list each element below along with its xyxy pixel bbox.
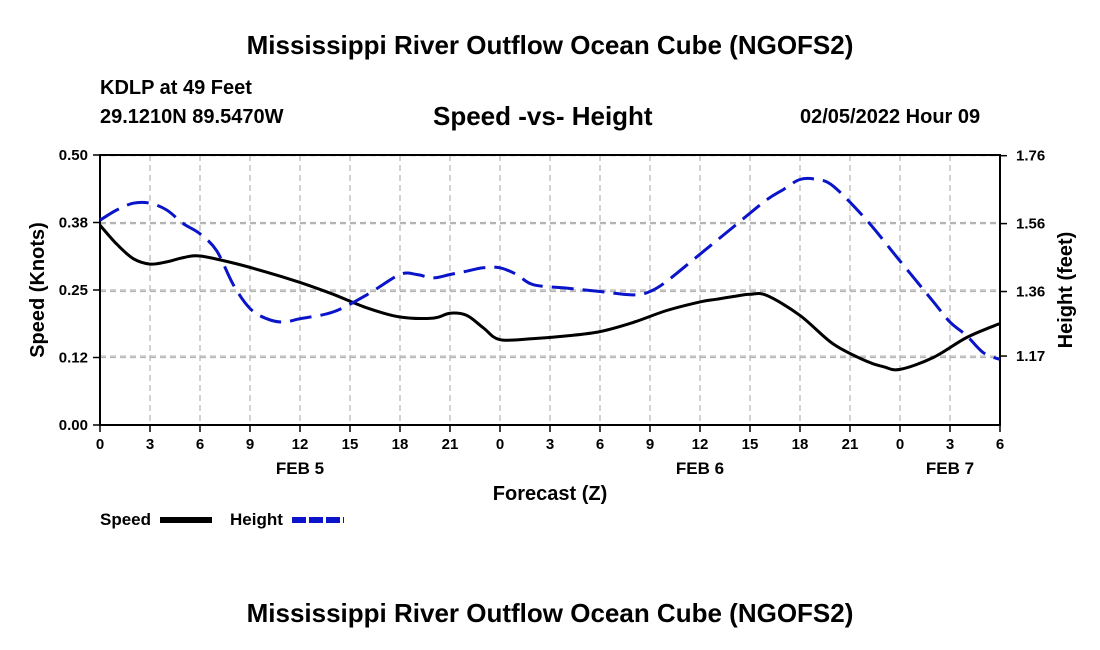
y-left-tick-label: 0.12 <box>59 350 88 367</box>
y-left-tick-label: 0.00 <box>59 417 88 434</box>
legend-label-speed: Speed <box>100 510 151 529</box>
x-axis-title: Forecast (Z) <box>493 483 607 505</box>
axis-ticks: 0 3 6 9 12 15 18 21 0 3 6 9 12 15 18 21 0 3 6 FEB 5 FEB 6 FEB… <box>59 147 1045 478</box>
x-tick-label: 15 <box>342 436 359 453</box>
y-left-tick-label: 0.50 <box>59 147 88 164</box>
x-tick-label: 21 <box>842 436 859 453</box>
date-label: FEB 5 <box>276 459 324 478</box>
forecast-datetime: 02/05/2022 Hour 09 <box>800 106 981 128</box>
station-label: KDLP at 49 Feet <box>100 77 252 99</box>
x-tick-label: 9 <box>246 436 254 453</box>
x-tick-label: 18 <box>792 436 809 453</box>
y-axis-right-title: Height (feet) <box>1055 232 1077 349</box>
station-coords: 29.1210N 89.5470W <box>100 106 284 128</box>
y-axis-left-title: Speed (Knots) <box>27 222 49 358</box>
y-right-tick-label: 1.56 <box>1016 216 1045 233</box>
y-right-tick-label: 1.76 <box>1016 148 1045 165</box>
x-tick-label: 9 <box>646 436 654 453</box>
footer-title: Mississippi River Outflow Ocean Cube (NG… <box>246 598 854 628</box>
x-tick-label: 3 <box>546 436 554 453</box>
date-label: FEB 7 <box>926 459 974 478</box>
chart-subtitle: Speed -vs- Height <box>433 101 653 131</box>
axis-labels: Forecast (Z) Speed (Knots) Height (feet) <box>27 222 1077 505</box>
y-left-tick-label: 0.25 <box>59 282 88 299</box>
x-tick-label: 12 <box>292 436 309 453</box>
x-tick-label: 6 <box>596 436 604 453</box>
x-tick-label: 12 <box>692 436 709 453</box>
legend: Speed Height <box>100 510 344 529</box>
x-tick-label: 6 <box>996 436 1004 453</box>
x-tick-label: 3 <box>146 436 154 453</box>
x-tick-label: 6 <box>196 436 204 453</box>
date-label: FEB 6 <box>676 459 724 478</box>
x-tick-label: 3 <box>946 436 954 453</box>
y-right-tick-label: 1.17 <box>1016 348 1045 365</box>
x-tick-label: 21 <box>442 436 459 453</box>
x-tick-label: 15 <box>742 436 759 453</box>
legend-label-height: Height <box>230 510 283 529</box>
y-right-tick-label: 1.36 <box>1016 284 1045 301</box>
x-tick-label: 0 <box>96 436 104 453</box>
series-lines <box>98 176 1001 372</box>
speed-series-line <box>98 224 1001 372</box>
height-series-line <box>99 176 1001 361</box>
y-left-tick-label: 0.38 <box>59 215 88 232</box>
page-title: Mississippi River Outflow Ocean Cube (NG… <box>246 30 854 60</box>
x-tick-label: 18 <box>392 436 409 453</box>
x-tick-label: 0 <box>496 436 504 453</box>
grid-lines <box>100 154 1000 425</box>
x-tick-label: 0 <box>896 436 904 453</box>
